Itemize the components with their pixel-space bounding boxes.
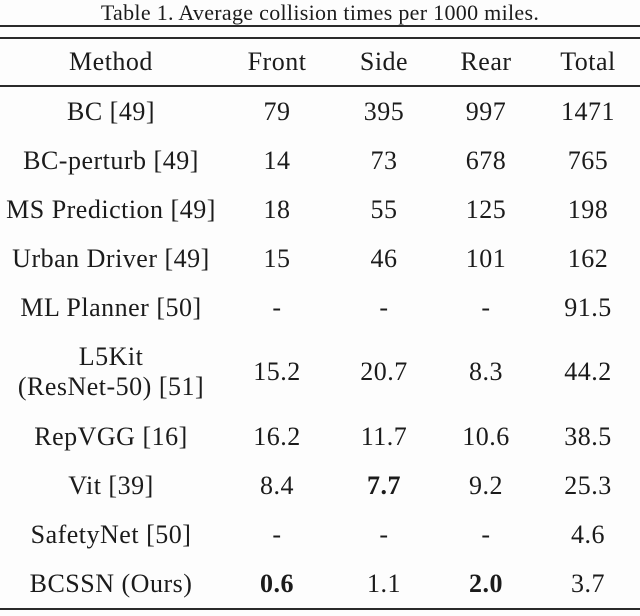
table-row: Vit [39] 8.4 7.7 9.2 25.3 [0, 461, 640, 510]
table-row: MS Prediction [49] 18 55 125 198 [0, 185, 640, 234]
table-row: L5Kit (ResNet-50) [51] 15.2 20.7 8.3 44.2 [0, 332, 640, 412]
method-label-line: Vit [39] [68, 470, 154, 500]
value-cell: 1.1 [367, 568, 401, 598]
value-cell: 8.3 [469, 357, 503, 386]
method-cell: MS Prediction [49] [0, 195, 222, 225]
value-cell: 1471 [561, 96, 615, 126]
top-double-rule [0, 25, 640, 39]
value-cell: 11.7 [360, 421, 408, 451]
table-row: ML Planner [50] - - - 91.5 [0, 283, 640, 332]
value-cell: - [481, 519, 491, 549]
method-label-line: BCSSN (Ours) [29, 568, 193, 598]
method-cell: RepVGG [16] [0, 422, 222, 452]
value-cell: 2.0 [469, 568, 503, 598]
method-cell: BC [49] [0, 97, 222, 127]
value-cell: 678 [465, 145, 507, 175]
method-cell: Vit [39] [0, 471, 222, 501]
method-cell: SafetyNet [50] [0, 520, 222, 550]
method-label-line: BC [49] [67, 96, 155, 126]
value-cell: 395 [363, 96, 405, 126]
value-cell: 20.7 [360, 357, 408, 386]
method-cell: Urban Driver [49] [0, 244, 222, 274]
value-cell: 15.2 [253, 357, 301, 386]
value-cell: 101 [465, 243, 507, 273]
method-label-line: BC-perturb [49] [23, 145, 199, 175]
value-cell: 25.3 [564, 470, 612, 500]
value-cell: 7.7 [367, 470, 401, 500]
method-label-line: RepVGG [16] [34, 421, 188, 451]
table-row: RepVGG [16] 16.2 11.7 10.6 38.5 [0, 412, 640, 461]
method-label-line: L5Kit [78, 342, 144, 371]
value-cell: 14 [263, 145, 291, 175]
method-cell: L5Kit (ResNet-50) [51] [0, 342, 222, 402]
method-label-line: SafetyNet [50] [30, 519, 192, 549]
table-body: BC [49] 79 395 997 1471 BC-perturb [49] 14 73 67… [0, 87, 640, 608]
value-cell: - [379, 292, 389, 322]
table-row: BCSSN (Ours) 0.6 1.1 2.0 3.7 [0, 559, 640, 608]
table-row: Urban Driver [49] 15 46 101 162 [0, 234, 640, 283]
table-row: SafetyNet [50] - - - 4.6 [0, 510, 640, 559]
column-header-front: Front [247, 47, 307, 76]
header-row: Method Front Side Rear Total [0, 39, 640, 85]
header-rule [0, 85, 640, 87]
value-cell: 8.4 [260, 470, 294, 500]
value-cell: 765 [567, 145, 609, 175]
value-cell: 55 [370, 194, 398, 224]
value-cell: 15 [263, 243, 291, 273]
value-cell: 91.5 [564, 292, 612, 322]
method-label-line: Urban Driver [49] [12, 243, 210, 273]
value-cell: 997 [465, 96, 507, 126]
column-header-method: Method [69, 47, 153, 76]
value-cell: 16.2 [253, 421, 301, 451]
method-cell: BC-perturb [49] [0, 146, 222, 176]
table-row: BC-perturb [49] 14 73 678 765 [0, 136, 640, 185]
value-cell: 18 [263, 194, 291, 224]
value-cell: - [379, 519, 389, 549]
column-header-rear: Rear [460, 47, 512, 76]
value-cell: 44.2 [564, 357, 612, 386]
method-cell: BCSSN (Ours) [0, 569, 222, 599]
table-row: BC [49] 79 395 997 1471 [0, 87, 640, 136]
method-label-line: (ResNet-50) [51] [17, 372, 205, 401]
value-cell: 38.5 [564, 421, 612, 451]
value-cell: - [481, 292, 491, 322]
value-cell: 46 [370, 243, 398, 273]
value-cell: 125 [465, 194, 507, 224]
method-label-line: ML Planner [50] [20, 292, 202, 322]
method-label-line: MS Prediction [49] [6, 194, 216, 224]
value-cell: - [272, 292, 282, 322]
column-header-total: Total [560, 47, 616, 76]
value-cell: 3.7 [571, 568, 605, 598]
value-cell: 0.6 [260, 568, 294, 598]
value-cell: 162 [567, 243, 609, 273]
value-cell: 79 [263, 96, 291, 126]
bottom-double-rule [0, 608, 640, 616]
column-header-side: Side [359, 47, 409, 76]
table-caption: Table 1. Average collision times per 100… [100, 0, 540, 25]
value-cell: - [272, 519, 282, 549]
value-cell: 10.6 [462, 421, 510, 451]
value-cell: 73 [370, 145, 398, 175]
method-cell: ML Planner [50] [0, 293, 222, 323]
value-cell: 9.2 [469, 470, 503, 500]
value-cell: 4.6 [571, 519, 605, 549]
value-cell: 198 [567, 194, 609, 224]
